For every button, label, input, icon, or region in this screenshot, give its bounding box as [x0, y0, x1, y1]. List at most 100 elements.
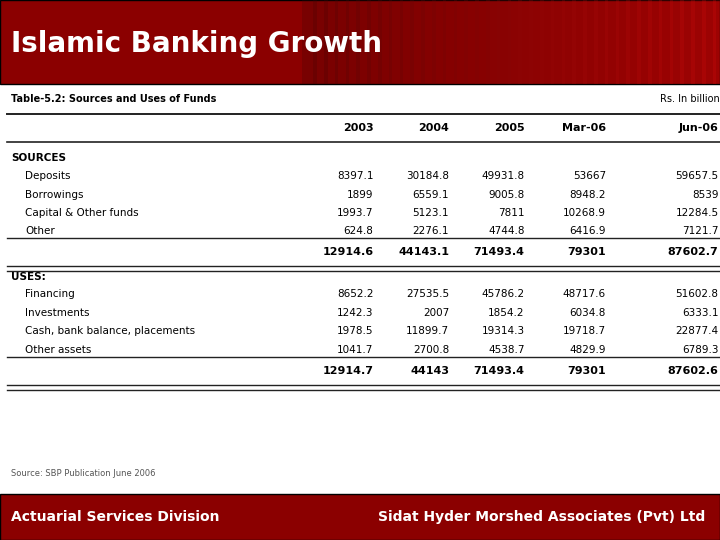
Text: 1993.7: 1993.7 — [337, 208, 374, 218]
Bar — [626, 0, 641, 84]
Text: 48717.6: 48717.6 — [563, 289, 606, 299]
Text: 30184.8: 30184.8 — [406, 171, 449, 181]
Text: 8652.2: 8652.2 — [337, 289, 374, 299]
Text: 19314.3: 19314.3 — [482, 326, 525, 336]
Bar — [346, 0, 360, 84]
Text: 53667: 53667 — [573, 171, 606, 181]
Text: 6789.3: 6789.3 — [682, 345, 719, 355]
Text: 79301: 79301 — [567, 366, 606, 376]
Text: Islamic Banking Growth: Islamic Banking Growth — [11, 30, 382, 58]
Bar — [670, 0, 684, 84]
Bar — [648, 0, 662, 84]
Bar — [680, 0, 695, 84]
Bar — [475, 0, 490, 84]
Text: Source: SBP Publication June 2006: Source: SBP Publication June 2006 — [11, 469, 156, 478]
Text: 79301: 79301 — [567, 247, 606, 257]
Bar — [464, 0, 479, 84]
Text: 6416.9: 6416.9 — [570, 226, 606, 237]
Bar — [486, 0, 500, 84]
Bar — [454, 0, 468, 84]
Text: 6034.8: 6034.8 — [570, 308, 606, 318]
Text: 59657.5: 59657.5 — [675, 171, 719, 181]
Text: 624.8: 624.8 — [343, 226, 374, 237]
Text: 2700.8: 2700.8 — [413, 345, 449, 355]
Text: 8539: 8539 — [692, 190, 719, 199]
Text: 1899: 1899 — [347, 190, 374, 199]
Bar — [551, 0, 565, 84]
Bar — [583, 0, 598, 84]
Bar — [540, 0, 554, 84]
Text: 7811: 7811 — [498, 208, 525, 218]
Text: 22877.4: 22877.4 — [675, 326, 719, 336]
Text: 44143.1: 44143.1 — [398, 247, 449, 257]
Text: 44143: 44143 — [410, 366, 449, 376]
Bar — [443, 0, 457, 84]
Text: 7121.7: 7121.7 — [682, 226, 719, 237]
Text: 4538.7: 4538.7 — [488, 345, 525, 355]
Text: Cash, bank balance, placements: Cash, bank balance, placements — [25, 326, 195, 336]
FancyBboxPatch shape — [0, 0, 720, 84]
Text: 12914.7: 12914.7 — [323, 366, 374, 376]
Text: 71493.4: 71493.4 — [474, 366, 525, 376]
Bar — [713, 0, 720, 84]
Bar — [410, 0, 425, 84]
FancyBboxPatch shape — [0, 494, 720, 540]
Text: Investments: Investments — [25, 308, 89, 318]
Text: 19718.7: 19718.7 — [563, 326, 606, 336]
Text: 5123.1: 5123.1 — [413, 208, 449, 218]
Bar — [572, 0, 587, 84]
Text: 87602.6: 87602.6 — [667, 366, 719, 376]
Bar — [389, 0, 403, 84]
Bar — [497, 0, 511, 84]
Bar — [562, 0, 576, 84]
Text: Borrowings: Borrowings — [25, 190, 84, 199]
Text: Rs. In billion: Rs. In billion — [660, 94, 720, 104]
Text: Actuarial Services Division: Actuarial Services Division — [11, 510, 220, 524]
Text: 1978.5: 1978.5 — [337, 326, 374, 336]
Text: 1242.3: 1242.3 — [337, 308, 374, 318]
Text: 6333.1: 6333.1 — [682, 308, 719, 318]
Bar — [529, 0, 544, 84]
Text: 12284.5: 12284.5 — [675, 208, 719, 218]
Text: 2003: 2003 — [343, 123, 374, 133]
Text: Deposits: Deposits — [25, 171, 71, 181]
Text: 51602.8: 51602.8 — [675, 289, 719, 299]
Bar — [637, 0, 652, 84]
Text: 71493.4: 71493.4 — [474, 247, 525, 257]
Text: Jun-06: Jun-06 — [679, 123, 719, 133]
Text: Capital & Other funds: Capital & Other funds — [25, 208, 139, 218]
Text: SOURCES: SOURCES — [11, 153, 66, 163]
Bar — [335, 0, 349, 84]
Text: Other: Other — [25, 226, 55, 237]
Text: 2276.1: 2276.1 — [413, 226, 449, 237]
Text: 8397.1: 8397.1 — [337, 171, 374, 181]
Text: Mar-06: Mar-06 — [562, 123, 606, 133]
Text: 6559.1: 6559.1 — [413, 190, 449, 199]
Text: 2007: 2007 — [423, 308, 449, 318]
Bar — [421, 0, 436, 84]
Bar — [400, 0, 414, 84]
Bar — [313, 0, 328, 84]
Text: 10268.9: 10268.9 — [563, 208, 606, 218]
Text: 87602.7: 87602.7 — [668, 247, 719, 257]
Bar — [508, 0, 522, 84]
Text: 11899.7: 11899.7 — [406, 326, 449, 336]
Bar — [367, 0, 382, 84]
Bar — [324, 0, 338, 84]
Text: 2005: 2005 — [494, 123, 525, 133]
Text: 27535.5: 27535.5 — [406, 289, 449, 299]
Bar — [302, 0, 317, 84]
Text: 4829.9: 4829.9 — [570, 345, 606, 355]
Text: 1854.2: 1854.2 — [488, 308, 525, 318]
Text: 4744.8: 4744.8 — [488, 226, 525, 237]
Text: 9005.8: 9005.8 — [488, 190, 525, 199]
Bar — [691, 0, 706, 84]
Text: USES:: USES: — [11, 272, 45, 281]
Bar — [616, 0, 630, 84]
Text: Other assets: Other assets — [25, 345, 91, 355]
Bar — [432, 0, 446, 84]
Bar — [518, 0, 533, 84]
Bar — [378, 0, 392, 84]
Text: 2004: 2004 — [418, 123, 449, 133]
Text: Financing: Financing — [25, 289, 75, 299]
